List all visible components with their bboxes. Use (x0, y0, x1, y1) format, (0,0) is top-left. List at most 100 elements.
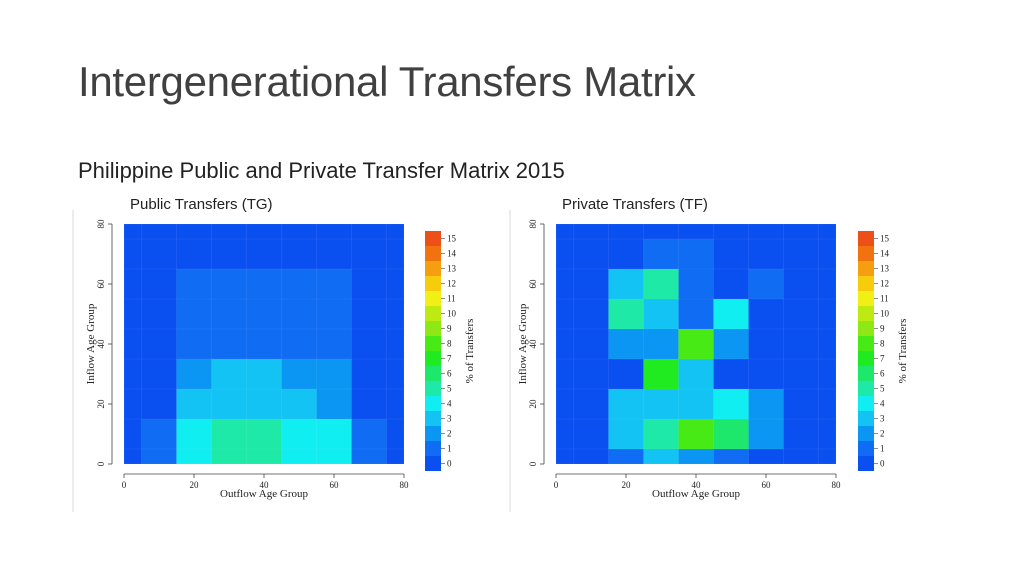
heatmap-cell (211, 359, 247, 389)
heatmap-cell (176, 269, 212, 299)
colorbar-swatch (425, 396, 441, 411)
heatmap-cell (573, 299, 609, 329)
heatmap-cell (351, 239, 387, 269)
heatmap-cell (351, 224, 387, 239)
heatmap-cell (643, 389, 679, 419)
colorbar-swatch (858, 456, 874, 471)
colorbar-tick-label: 4 (880, 399, 885, 409)
heatmap-cell (748, 359, 784, 389)
colorbar-swatch (425, 231, 441, 246)
heatmap-cell (713, 449, 749, 464)
colorbar-swatch (858, 321, 874, 336)
heatmap-cell (386, 299, 404, 329)
heatmap-cell (573, 419, 609, 449)
heatmap-cell (573, 224, 609, 239)
heatmap-cell (818, 359, 836, 389)
colorbar-tick-label: 13 (880, 264, 890, 274)
heatmap-cell (124, 449, 142, 464)
heatmap-cell (316, 239, 352, 269)
x-tick-label: 20 (190, 480, 200, 490)
x-tick-label: 0 (122, 480, 127, 490)
colorbar-swatch (858, 306, 874, 321)
heatmap-cell (608, 449, 644, 464)
y-axis-label: Inflow Age Group (517, 303, 529, 384)
heatmap-cell (643, 269, 679, 299)
heatmap-cell (176, 419, 212, 449)
heatmap-cell (748, 269, 784, 299)
heatmap-cell (211, 269, 247, 299)
colorbar-tick-label: 14 (880, 249, 890, 259)
heatmap-cell (573, 389, 609, 419)
colorbar-tick-label: 12 (880, 279, 889, 289)
x-tick-label: 80 (400, 480, 410, 490)
heatmap-cell (556, 389, 574, 419)
colorbar-title: % of Transfers (464, 319, 476, 384)
heatmap-cell (783, 449, 819, 464)
heatmap-cell (124, 239, 142, 269)
colorbar-tick-label: 1 (880, 444, 885, 454)
heatmap-cell (608, 224, 644, 239)
heatmap-cell (678, 359, 714, 389)
heatmap-cell (713, 389, 749, 419)
y-tick-label: 40 (96, 339, 106, 349)
heatmap-cell (556, 359, 574, 389)
colorbar-tick-label: 9 (447, 324, 452, 334)
heatmap-cell (748, 329, 784, 359)
heatmap-cell (713, 239, 749, 269)
heatmap-cell (748, 299, 784, 329)
heatmap-cell (246, 389, 282, 419)
heatmap-cell (608, 299, 644, 329)
heatmap-cell (351, 419, 387, 449)
colorbar-tick-label: 3 (880, 414, 885, 424)
colorbar-swatch (425, 336, 441, 351)
y-axis-label: Inflow Age Group (85, 303, 97, 384)
heatmap-cell (573, 329, 609, 359)
colorbar-tick-label: 0 (880, 459, 885, 469)
y-tick-label: 60 (528, 279, 538, 289)
heatmap-cell (246, 449, 282, 464)
colorbar-swatch (425, 306, 441, 321)
heatmap-cell (386, 269, 404, 299)
heatmap-cell (176, 239, 212, 269)
public-transfers-title: Public Transfers (TG) (130, 196, 273, 213)
heatmap-cell (124, 269, 142, 299)
heatmap-cell (386, 224, 404, 239)
heatmap-cell (141, 359, 177, 389)
heatmap-cell (556, 269, 574, 299)
colorbar-swatch (425, 426, 441, 441)
heatmap-cell (351, 269, 387, 299)
heatmap-cell (818, 329, 836, 359)
heatmap-cell (316, 449, 352, 464)
colorbar-tick-label: 5 (447, 384, 452, 394)
colorbar-swatch (425, 246, 441, 261)
heatmap-cell (211, 419, 247, 449)
colorbar-tick-label: 15 (880, 234, 890, 244)
heatmap-cell (246, 359, 282, 389)
heatmap-cell (818, 269, 836, 299)
heatmap-cell (556, 329, 574, 359)
heatmap-cell (246, 269, 282, 299)
heatmap-cell (351, 449, 387, 464)
heatmap-cell (678, 239, 714, 269)
heatmap-cell (176, 224, 212, 239)
heatmap-cell (281, 449, 317, 464)
heatmap-cell (678, 449, 714, 464)
heatmap-cell (818, 299, 836, 329)
heatmap-cell (351, 359, 387, 389)
colorbar-tick-label: 0 (447, 459, 452, 469)
colorbar-tick-label: 3 (447, 414, 452, 424)
heatmap-cell (556, 449, 574, 464)
heatmap-cell (316, 419, 352, 449)
colorbar-tick-label: 7 (447, 354, 452, 364)
heatmap-cell (748, 449, 784, 464)
colorbar-swatch (425, 321, 441, 336)
colorbar-tick-label: 1 (447, 444, 452, 454)
x-tick-label: 60 (762, 480, 772, 490)
heatmap-cell (783, 299, 819, 329)
heatmap-cell (316, 359, 352, 389)
colorbar-swatch (858, 291, 874, 306)
heatmap-cell (176, 359, 212, 389)
heatmap-cell (608, 359, 644, 389)
slide-title: Intergenerational Transfers Matrix (78, 58, 696, 105)
